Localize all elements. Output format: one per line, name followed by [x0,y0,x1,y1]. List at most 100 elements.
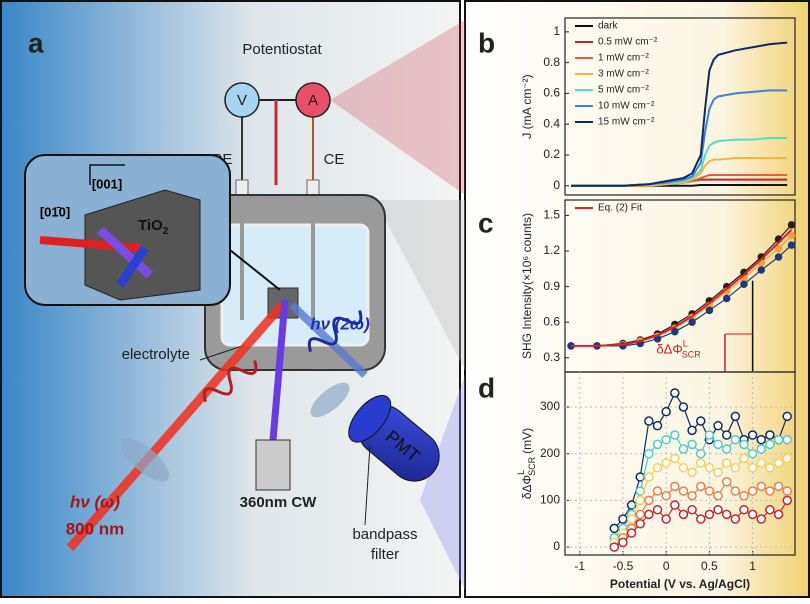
data-point [747,486,758,496]
wave-packet [202,360,258,403]
data-point [644,495,654,506]
data-point [782,453,792,464]
ammeter-label: A [308,92,318,109]
data-point [652,462,663,473]
data-point [687,467,697,478]
x-axis-label: Potential (V vs. Ag/AgCl) [610,577,750,591]
y-tick-label: 0.4 [543,116,560,130]
data-point [721,476,732,487]
pmt: PMT [348,395,440,482]
data-point [670,481,680,492]
x-tick-label: -0.5 [613,559,634,573]
lens [120,438,170,482]
data-point [661,406,671,417]
data-point [765,439,775,450]
y-tick-label: 1.5 [543,208,560,222]
data-point [739,453,749,464]
data-point [661,490,671,501]
y-tick-label: 1 [553,24,560,38]
panel-label: c [478,207,494,238]
legend-label: 5 mW cm⁻² [598,85,649,96]
leader [364,444,371,526]
data-point [618,514,628,524]
y-label-text: SHG Intensity(×10⁶ counts) [520,213,534,359]
data-point [678,486,689,496]
data-point [696,448,706,459]
data-point [652,420,663,431]
voltmeter-label: V [237,92,247,109]
data-point [747,462,758,473]
y-tick-label: 300 [540,399,560,413]
data-point [747,448,758,459]
leader [229,249,281,291]
data-point [782,495,792,506]
y-tick-label: 200 [540,446,560,460]
y-label-text: δΔΦ [520,475,534,499]
data-point [721,430,732,440]
y-tick-label: 100 [540,493,560,507]
data-point [713,504,723,515]
data-point [652,439,663,450]
data-point [757,266,766,274]
plot-frame [564,371,796,556]
data-point [713,420,723,431]
data-point [765,504,775,515]
data-point [787,221,796,229]
data-point [787,241,796,249]
y-label-unit: (mV) [520,428,534,454]
data-point [644,472,654,482]
axis-label: [01̄0] [40,204,70,219]
panel-label: d [478,372,495,403]
data-point [774,253,783,261]
sample-label: TiO2 [138,217,169,237]
data-point [670,388,680,398]
lamp [255,439,291,491]
data-point [626,528,637,538]
leader [199,344,246,361]
y-label-text: J (mA cm⁻²) [520,74,534,138]
crystal [84,189,201,301]
x-tick-label: 0 [663,559,670,573]
data-point [687,490,697,501]
data-point [618,537,628,548]
legend-label: dark [598,21,618,32]
data-point [635,518,645,529]
data-point [722,294,731,303]
uv-beam [269,299,289,441]
y-tick-label: 0.6 [543,314,560,328]
plot-frame [564,17,796,196]
data-point [774,244,783,253]
data-point [670,430,680,440]
data-point [670,453,680,464]
panel-label: a [28,27,44,58]
data-point [773,434,784,445]
projection [420,375,465,590]
data-point [671,327,679,336]
data-point [773,509,784,520]
data-point [687,504,697,515]
pump-beam [66,302,286,551]
data-point [721,458,732,468]
y-tick-label: 0 [553,178,560,192]
data-point [644,416,654,426]
y-axis-label: δΔΦLSCR (mV) [516,428,537,499]
inset-beam [96,226,154,279]
data-point [713,439,723,450]
x-tick-label: 1 [749,559,756,573]
electrolyte-label: electrolyte [122,346,190,363]
wave-packet [307,310,363,353]
data-point [696,458,706,468]
data-point [626,514,637,524]
y-axis-label: SHG Intensity(×10⁶ counts) [520,213,534,359]
data-point [687,425,697,436]
data-point [721,509,732,520]
data-point [704,430,715,440]
y-tick-label: 0.9 [543,279,560,293]
data-point [773,458,784,468]
data-point [739,439,749,450]
data-point [765,430,775,440]
data-point [756,514,767,524]
annotation-sup: L [683,339,688,349]
data-point [747,430,758,440]
